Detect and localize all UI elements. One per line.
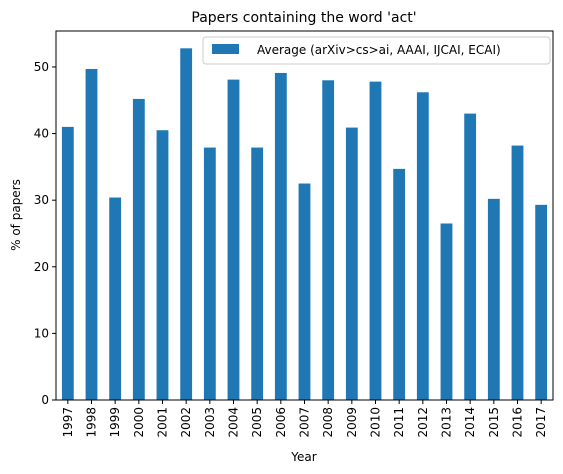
bars-layer [61, 48, 548, 401]
bar-1998 [85, 68, 98, 400]
bar-2003 [203, 147, 216, 400]
bar-2012 [416, 92, 429, 400]
bar-1997 [61, 126, 74, 400]
x-tick-label: 2007 [298, 407, 312, 438]
y-tick-label: 30 [34, 193, 49, 207]
bar-2006 [274, 72, 287, 401]
legend-swatch [212, 44, 239, 54]
x-tick-label: 2002 [179, 407, 193, 438]
bar-2009 [345, 127, 358, 400]
x-tick-label: 2006 [274, 407, 288, 438]
x-tick-label: 2014 [463, 407, 477, 438]
bar-2011 [393, 168, 406, 400]
bar-2005 [251, 147, 264, 400]
x-tick-label: 2005 [250, 407, 264, 438]
bar-2000 [132, 98, 145, 400]
x-tick-label: 2003 [203, 407, 217, 438]
x-tick-label: 2004 [227, 407, 241, 438]
x-tick-label: 2009 [345, 407, 359, 438]
y-tick-label: 50 [34, 60, 49, 74]
x-tick-label: 2012 [416, 407, 430, 438]
bar-2015 [487, 198, 500, 400]
bar-1999 [109, 197, 122, 400]
x-tick-label: 2011 [392, 407, 406, 438]
x-tick-label: 2017 [534, 407, 548, 438]
legend-frame [202, 36, 551, 65]
bar-2016 [511, 145, 524, 400]
bar-2008 [322, 80, 335, 400]
y-tick-label: 20 [34, 260, 49, 274]
bar-2001 [156, 130, 169, 401]
x-tick-label: 2013 [440, 407, 454, 438]
bar-2007 [298, 183, 311, 400]
legend: Average (arXiv>cs>ai, AAAI, IJCAI, ECAI) [202, 36, 551, 65]
bar-2010 [369, 81, 382, 401]
x-axis-label: Year [290, 450, 316, 464]
x-tick-label: 2015 [487, 407, 501, 438]
x-tick-label: 2001 [156, 407, 170, 438]
y-tick-label: 10 [34, 326, 49, 340]
x-tick-label: 2000 [132, 407, 146, 438]
bar-2014 [464, 113, 477, 400]
x-tick-label: 2016 [511, 407, 525, 438]
bar-2017 [535, 204, 548, 400]
x-tick-label: 1999 [108, 407, 122, 438]
bar-2004 [227, 79, 240, 401]
legend-label: Average (arXiv>cs>ai, AAAI, IJCAI, ECAI) [257, 43, 501, 57]
bar-2013 [440, 223, 453, 400]
x-tick-label: 2008 [321, 407, 335, 438]
chart-title: Papers containing the word 'act' [191, 10, 416, 26]
bar-2002 [180, 48, 193, 400]
x-tick-label: 1997 [61, 407, 75, 438]
x-tick-label: 2010 [369, 407, 383, 438]
x-tick-label: 1998 [85, 407, 99, 438]
y-tick-label: 40 [34, 127, 49, 141]
y-tick-label: 0 [41, 393, 49, 407]
axes-layer: 0 10 20 30 40 50 1997 1998 1999 2000 2001 2002 2003 2… [34, 30, 554, 438]
y-axis-label: % of papers [9, 179, 23, 251]
